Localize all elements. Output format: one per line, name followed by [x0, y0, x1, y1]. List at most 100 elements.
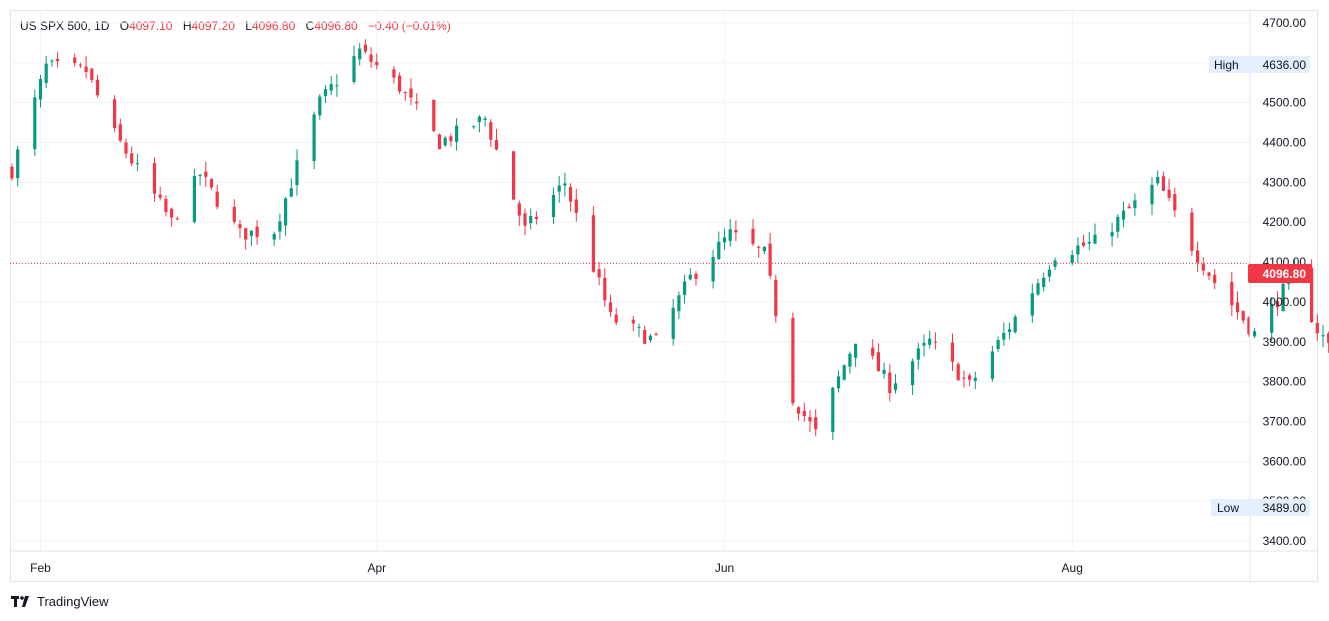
- candle-body: [688, 274, 692, 280]
- candle: [876, 343, 880, 372]
- candle-body: [289, 188, 293, 197]
- candle-body: [762, 246, 766, 252]
- last-price-tag-box: [1248, 264, 1312, 283]
- candle-body: [232, 206, 236, 222]
- candle-body: [1213, 274, 1217, 284]
- candle: [990, 345, 994, 382]
- candle-body: [1127, 206, 1131, 209]
- candle: [232, 199, 236, 225]
- candle: [643, 325, 647, 344]
- candle: [118, 118, 122, 143]
- candle: [1167, 178, 1171, 202]
- candle-body: [597, 269, 601, 278]
- candle: [1315, 314, 1319, 341]
- candle: [289, 178, 293, 198]
- candle-body: [50, 60, 54, 62]
- low-marker: Low 3489.00: [1211, 499, 1310, 516]
- candle: [1042, 272, 1046, 292]
- candle-body: [848, 353, 852, 367]
- candle: [278, 213, 282, 240]
- candle-body: [922, 342, 926, 346]
- candle: [1121, 201, 1126, 228]
- candle: [1161, 171, 1165, 192]
- candle: [284, 197, 288, 236]
- y-tick-label: 4700.00: [1263, 16, 1307, 30]
- candle-body: [1235, 302, 1240, 313]
- candle-body: [648, 335, 652, 341]
- candle: [603, 268, 607, 307]
- candle-body: [888, 372, 892, 394]
- candle-body: [574, 199, 578, 213]
- candle-body: [1121, 210, 1126, 220]
- candle-body: [1110, 232, 1114, 237]
- candle-body: [1042, 277, 1046, 288]
- candle-body: [677, 295, 681, 312]
- candle-body: [962, 377, 966, 379]
- legend-low-label: L: [245, 19, 252, 33]
- candle: [1321, 324, 1325, 348]
- candle-body: [551, 194, 556, 218]
- candle-body: [56, 58, 60, 62]
- candle: [44, 56, 48, 89]
- candle: [968, 373, 972, 387]
- candle-body: [192, 176, 196, 222]
- candle: [130, 146, 134, 167]
- candle: [78, 62, 82, 69]
- candle-body: [449, 136, 453, 142]
- candle-body: [398, 75, 402, 92]
- candle-body: [1047, 269, 1051, 277]
- candle: [512, 151, 516, 200]
- tradingview-logo-icon: [11, 595, 29, 607]
- candle: [443, 135, 447, 147]
- candle: [848, 351, 852, 374]
- candle-body: [489, 122, 493, 140]
- candle-body: [916, 348, 920, 360]
- candle: [569, 183, 573, 212]
- tradingview-brand[interactable]: TradingView: [11, 594, 109, 609]
- candle: [814, 409, 818, 436]
- candle: [409, 78, 413, 106]
- candle: [363, 39, 367, 54]
- candle: [403, 91, 407, 101]
- candle: [1173, 187, 1177, 218]
- y-tick-label: 4200.00: [1263, 215, 1307, 229]
- low-marker-value: 3489.00: [1263, 501, 1307, 515]
- x-tick-label: Feb: [30, 561, 51, 575]
- low-marker-label: Low: [1217, 501, 1239, 515]
- candle: [551, 187, 556, 225]
- y-tick-label: 3800.00: [1263, 375, 1307, 389]
- candle-body: [950, 342, 955, 362]
- candle-body: [1036, 283, 1040, 295]
- candle: [808, 410, 812, 433]
- candle-body: [16, 149, 20, 179]
- candle: [472, 125, 476, 129]
- candle-body: [1230, 282, 1234, 306]
- candle-body: [249, 230, 253, 236]
- candle-body: [124, 142, 128, 154]
- candle-body: [1156, 176, 1160, 184]
- candle-body: [198, 175, 202, 177]
- candle-body: [1087, 241, 1091, 244]
- candle-body: [209, 178, 214, 188]
- candle: [1076, 237, 1080, 264]
- candle: [164, 195, 168, 217]
- candle-body: [1030, 293, 1034, 316]
- chart-grid: [10, 11, 1250, 551]
- candle: [797, 406, 801, 421]
- candle: [33, 89, 37, 157]
- candle-body: [312, 114, 316, 162]
- candle: [791, 312, 795, 406]
- candle: [1235, 291, 1240, 320]
- candle-body: [392, 69, 396, 78]
- candle-body: [335, 85, 339, 87]
- candle-body: [483, 118, 487, 120]
- candle: [84, 56, 88, 79]
- candle-body: [329, 84, 333, 91]
- candle-body: [1161, 176, 1165, 191]
- candle-body: [1082, 242, 1086, 246]
- candle: [455, 118, 459, 151]
- candle: [768, 232, 772, 279]
- candle-body: [654, 333, 658, 335]
- time-axis: FebAprJunAugOct82023MarMayJun: [10, 550, 1318, 575]
